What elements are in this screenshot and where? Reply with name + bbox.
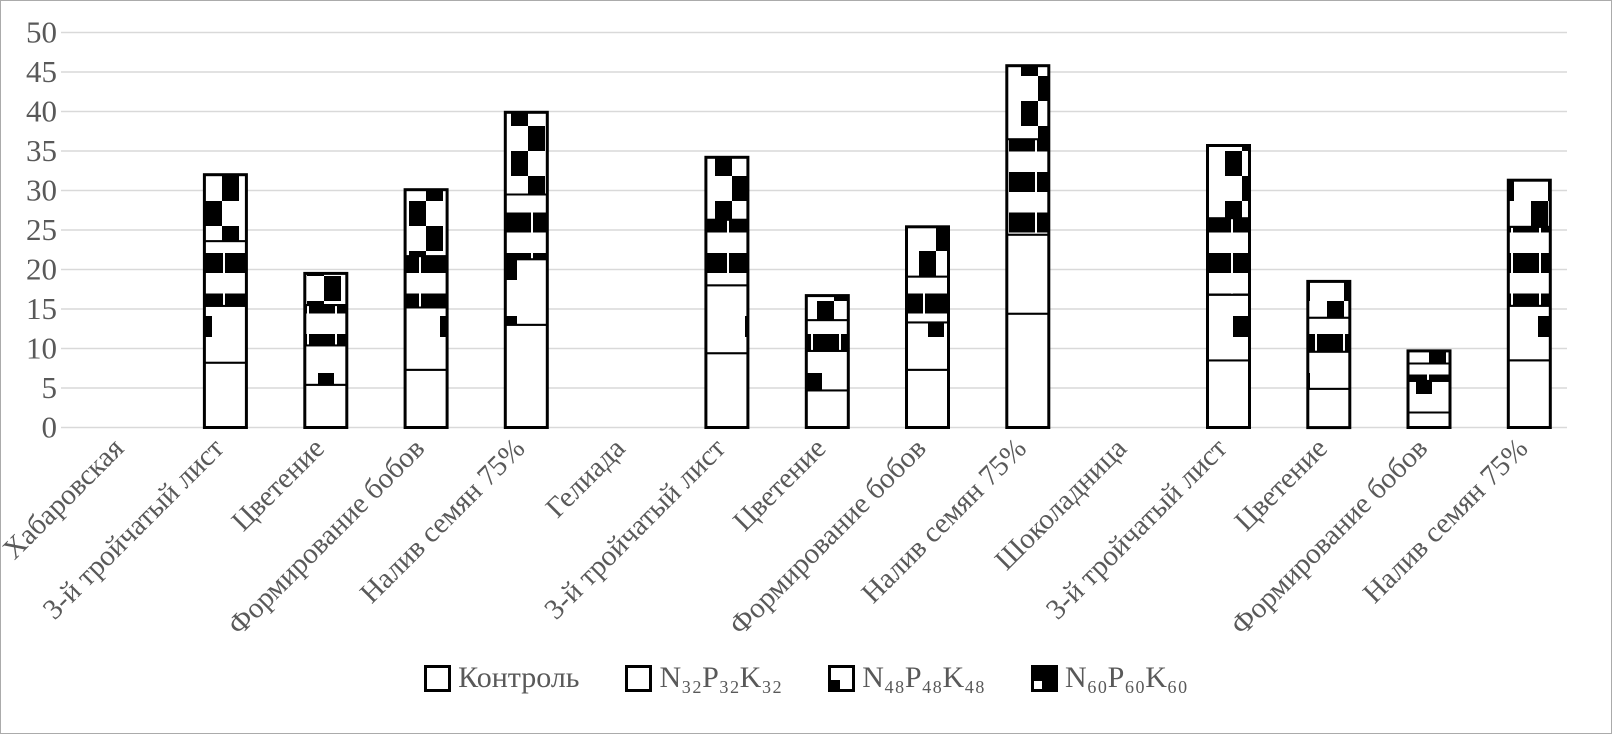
bar-outline <box>1306 279 1352 430</box>
legend-swatch-n48-icon <box>828 664 856 692</box>
y-axis-tick-label: 10 <box>26 331 57 366</box>
x-axis-category-label: Гелиада <box>540 432 632 524</box>
bar-segment <box>1206 359 1251 429</box>
y-axis-tick-label: 45 <box>26 54 57 89</box>
bar-segment <box>905 321 950 371</box>
bar-segment <box>905 275 950 324</box>
bar-outline <box>303 271 349 429</box>
x-axis-category-label: Цветение <box>226 432 331 537</box>
bar-segment <box>805 319 850 352</box>
bar-segment <box>1005 312 1050 429</box>
legend-item-n60: N₆₀P₆₀K₆₀ <box>1031 661 1188 695</box>
bar-segment <box>203 304 248 364</box>
bar-segment <box>1306 387 1351 429</box>
legend-item-n48: N₄₈P₄₈K₄₈ <box>828 661 985 695</box>
bar-segment <box>303 344 348 386</box>
x-axis-category-label: Цветение <box>727 432 832 537</box>
bar-segment <box>303 304 348 347</box>
y-axis-tick-label: 25 <box>26 212 57 247</box>
y-axis-tick-label: 40 <box>26 94 57 129</box>
bar-outline <box>1506 178 1552 429</box>
bar-segment <box>404 188 449 258</box>
legend-swatch-n32-icon <box>625 664 653 692</box>
y-axis-tick-label: 20 <box>26 252 57 287</box>
bar-segment <box>404 368 449 429</box>
legend-item-control: Контроль <box>424 661 579 695</box>
bar-segment <box>1005 233 1050 315</box>
bar-segment <box>203 240 248 307</box>
bar-segment <box>905 225 950 278</box>
bar-segment <box>504 323 549 429</box>
bar-segment <box>704 156 749 221</box>
bar-segment <box>504 111 549 196</box>
bar-segment <box>1407 411 1451 429</box>
x-axis-category-label: Формирование бобов <box>222 432 431 641</box>
bar-segment <box>1005 64 1050 141</box>
bar-segment <box>1507 225 1552 307</box>
x-axis-category-label: 3-й тройчатый лист <box>1040 432 1234 626</box>
bar-segment <box>1407 379 1451 414</box>
bar-outline <box>1406 349 1452 429</box>
legend-label: N₆₀P₆₀K₆₀ <box>1065 661 1188 694</box>
x-axis-category-label: Формирование бобов <box>723 432 932 641</box>
bar-outline <box>704 155 750 430</box>
bar-segment <box>1306 350 1351 390</box>
bar-segment <box>805 389 850 429</box>
x-axis-category-label: 3-й тройчатый лист <box>538 432 732 626</box>
bar-outline <box>804 294 850 429</box>
y-axis-tick-label: 35 <box>26 133 57 168</box>
legend-item-n32: N₃₂P₃₂K₃₂ <box>625 661 782 695</box>
bar-outline <box>503 110 549 430</box>
bar-segment <box>704 284 749 355</box>
bar-segment <box>704 218 749 287</box>
x-axis-category-label: Цветение <box>1229 432 1334 537</box>
bar-segment <box>1206 144 1251 220</box>
bar-segment <box>805 349 850 392</box>
y-axis-tick-label: 5 <box>42 370 58 405</box>
bar-outline <box>403 188 449 429</box>
bar-segment <box>303 272 348 306</box>
y-axis-tick-label: 15 <box>26 291 57 326</box>
bar-segment <box>504 258 549 326</box>
x-axis-category-label: 3-й тройчатый лист <box>37 432 231 626</box>
bar-segment <box>1507 304 1552 362</box>
bar-outline <box>202 173 248 429</box>
bar-segment <box>1407 362 1451 382</box>
legend-label: N₄₈P₄₈K₄₈ <box>862 661 986 694</box>
bar-segment <box>504 193 549 261</box>
bar-segment <box>404 306 449 371</box>
bar-segment <box>404 255 449 309</box>
legend-label: N₃₂P₃₂K₃₂ <box>659 661 783 694</box>
legend-swatch-n60-icon <box>1031 664 1059 692</box>
bar-segment <box>1306 280 1351 319</box>
bar-segment <box>1507 359 1552 429</box>
bar-outline <box>905 225 950 429</box>
legend-swatch-control-icon <box>424 664 452 692</box>
bar-segment <box>905 368 950 429</box>
x-axis-category-label: Формирование бобов <box>1225 432 1434 641</box>
y-axis-tick-label: 0 <box>42 410 58 445</box>
y-axis-tick-label: 30 <box>26 173 57 208</box>
bar-segment <box>203 173 248 243</box>
bar-segment <box>1407 349 1451 365</box>
bar-segment <box>1206 217 1251 296</box>
chart-legend: Контроль N₃₂P₃₂K₃₂ N₄₈P₄₈K₄₈ N₆₀P₆₀K₆₀ <box>1 661 1611 695</box>
legend-label: Контроль <box>458 661 580 694</box>
bar-segment <box>704 352 749 429</box>
bar-segment <box>1005 138 1050 236</box>
bar-segment <box>1507 179 1552 228</box>
bar-outline <box>1206 144 1251 429</box>
bar-segment <box>1206 293 1251 362</box>
bar-segment <box>203 361 248 429</box>
bar-segment <box>303 383 348 429</box>
bar-segment <box>1306 316 1351 353</box>
bar-segment <box>805 294 850 322</box>
bar-outline <box>1005 64 1051 429</box>
y-axis-tick-label: 50 <box>26 15 57 50</box>
